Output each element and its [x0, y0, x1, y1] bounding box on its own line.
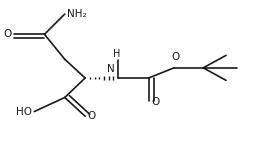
Text: N: N	[107, 64, 114, 74]
Text: O: O	[171, 52, 179, 62]
Text: H: H	[113, 49, 121, 59]
Text: O: O	[151, 97, 159, 107]
Text: O: O	[3, 29, 11, 39]
Text: HO: HO	[16, 107, 32, 117]
Text: O: O	[88, 111, 96, 121]
Text: NH₂: NH₂	[67, 9, 87, 19]
